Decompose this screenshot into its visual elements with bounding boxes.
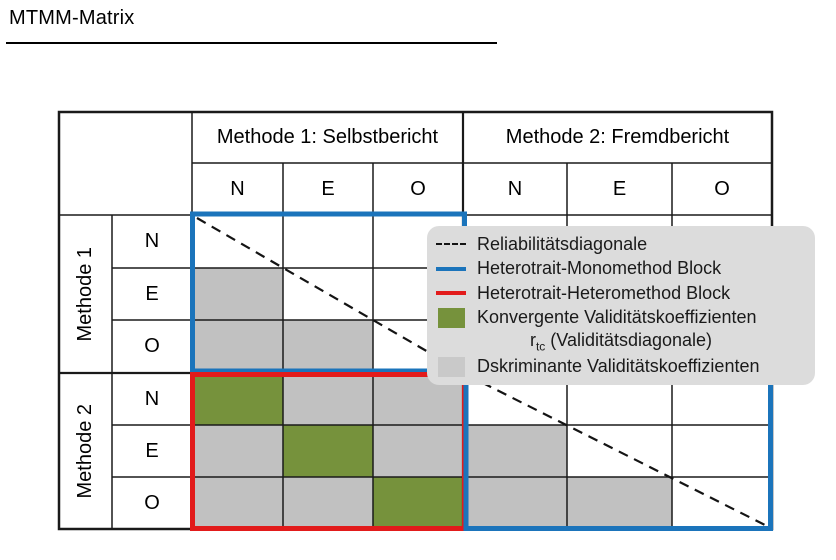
matrix-cell-r5c1 bbox=[283, 477, 373, 529]
method1-row-label: Methode 1 bbox=[74, 246, 96, 342]
matrix-cell-r4c0 bbox=[192, 425, 283, 477]
trait-col-header: E bbox=[567, 163, 672, 215]
trait-col-header: E bbox=[283, 163, 373, 215]
matrix-cell-r4c2 bbox=[373, 425, 463, 477]
corner-cell bbox=[59, 112, 192, 215]
matrix-cell-r4c5 bbox=[672, 425, 772, 477]
legend-label: Heterotrait-Monomethod Block bbox=[477, 258, 722, 279]
matrix-cell-r4c1 bbox=[283, 425, 373, 477]
method2-row-label: Methode 2 bbox=[74, 403, 96, 499]
trait-col-header: O bbox=[672, 163, 772, 215]
matrix-cell-r0c1 bbox=[283, 215, 373, 268]
legend-item-monomethod: Heterotrait-Monomethod Block bbox=[433, 257, 809, 282]
legend-item-discriminant: Dskriminante Validitätskoeffizienten bbox=[433, 355, 809, 380]
heteromethod-line-swatch bbox=[433, 291, 469, 296]
matrix-cell-r4c3 bbox=[463, 425, 567, 477]
matrix-cell-r5c0 bbox=[192, 477, 283, 529]
matrix-cell-r5c3 bbox=[463, 477, 567, 529]
matrix-cell-r4c4 bbox=[567, 425, 672, 477]
trait-row-label: O bbox=[112, 320, 192, 373]
legend-item-validity-diagonal: rtc (Validitätsdiagonale) bbox=[433, 330, 809, 355]
trait-col-header: N bbox=[192, 163, 283, 215]
method2-col-header: Methode 2: Fremdbericht bbox=[463, 112, 772, 163]
matrix-cell-r5c5 bbox=[672, 477, 772, 529]
reliability-dash-swatch bbox=[433, 243, 469, 246]
matrix-cell-r1c0 bbox=[192, 268, 283, 320]
legend-item-convergent: Konvergente Validitätskoeffizienten bbox=[433, 306, 809, 331]
trait-col-header: O bbox=[373, 163, 463, 215]
legend-label: Heterotrait-Heteromethod Block bbox=[477, 282, 731, 303]
matrix-cell-r5c2 bbox=[373, 477, 463, 529]
legend-label: Reliabilitätsdiagonale bbox=[477, 233, 648, 254]
trait-row-label: O bbox=[112, 477, 192, 529]
matrix-cell-r2c1 bbox=[283, 320, 373, 373]
legend-label: Konvergente Validitätskoeffizienten bbox=[477, 307, 757, 328]
convergent-square-swatch bbox=[433, 307, 469, 328]
legend-box: Reliabilitätsdiagonale Heterotrait-Monom… bbox=[427, 226, 815, 385]
matrix-cell-r2c0 bbox=[192, 320, 283, 373]
trait-col-header: N bbox=[463, 163, 567, 215]
matrix-cell-r3c1 bbox=[283, 373, 373, 425]
method1-col-header: Methode 1: Selbstbericht bbox=[192, 112, 463, 163]
matrix-cell-r1c1 bbox=[283, 268, 373, 320]
trait-row-label: E bbox=[112, 425, 192, 477]
legend-label: rtc (Validitätsdiagonale) bbox=[529, 330, 713, 355]
monomethod-line-swatch bbox=[433, 266, 469, 271]
discriminant-square-swatch bbox=[433, 356, 469, 377]
matrix-cell-r3c0 bbox=[192, 373, 283, 425]
matrix-cell-r0c0 bbox=[192, 215, 283, 268]
title-underline bbox=[6, 42, 497, 44]
trait-row-label: E bbox=[112, 268, 192, 320]
legend-label: Dskriminante Validitätskoeffizienten bbox=[477, 356, 760, 377]
trait-row-label: N bbox=[112, 215, 192, 268]
matrix-cell-r5c4 bbox=[567, 477, 672, 529]
legend-item-heteromethod: Heterotrait-Heteromethod Block bbox=[433, 281, 809, 306]
legend-item-reliability: Reliabilitätsdiagonale bbox=[433, 232, 809, 257]
page-title: MTMM-Matrix bbox=[9, 7, 135, 29]
trait-row-label: N bbox=[112, 373, 192, 425]
